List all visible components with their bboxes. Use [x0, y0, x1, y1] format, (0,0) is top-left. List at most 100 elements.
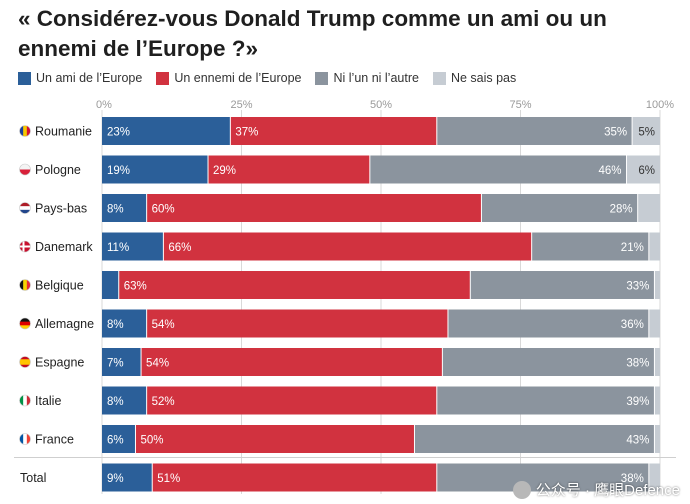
flag-netherlands-icon: [19, 202, 31, 214]
x-tick-label: 100%: [646, 99, 674, 111]
x-tick-label: 75%: [509, 99, 531, 111]
data-label: 7%: [107, 358, 124, 370]
chart-title: « Considérez-vous Donald Trump comme un …: [18, 6, 607, 61]
data-label: 21%: [621, 242, 644, 254]
category-label: Espagne: [35, 356, 84, 370]
bar-segment: [102, 348, 142, 376]
flag-italy-icon: [19, 394, 31, 407]
bar-segment: [447, 309, 649, 338]
bar-segment: [102, 155, 209, 184]
bar-segment: [102, 232, 164, 261]
bar-segment: [230, 117, 437, 145]
bar-segment: [436, 386, 655, 415]
legend-swatch: [156, 71, 170, 85]
bar-segment: [648, 309, 660, 338]
data-label: 37%: [235, 127, 258, 139]
category-label: Allemagne: [35, 317, 94, 331]
bar-segment: [118, 271, 471, 299]
category-label: Pologne: [35, 163, 81, 177]
bar-segment: [626, 155, 660, 184]
x-tick-label: 25%: [230, 99, 252, 111]
bar-segment: [102, 425, 136, 453]
data-label: 66%: [168, 242, 191, 254]
data-label: 52%: [152, 396, 175, 408]
bar-segment: [135, 425, 415, 453]
data-label: 51%: [157, 473, 180, 485]
data-label: 23%: [107, 127, 130, 139]
x-tick-label: 0%: [96, 99, 112, 111]
x-tick-label: 50%: [370, 99, 392, 111]
legend-swatch: [18, 71, 31, 85]
data-label: 6%: [107, 435, 124, 447]
legend-label: Un ami de l’Europe: [36, 71, 143, 85]
data-label: 9%: [107, 473, 124, 485]
data-label: 63%: [124, 281, 147, 293]
legend-label: Un ennemi de l’Europe: [174, 71, 302, 85]
legend-label: Ni l’un ni l’autre: [333, 71, 419, 85]
data-label: 39%: [626, 396, 649, 408]
bar-segment: [146, 194, 482, 222]
bar-segment: [654, 348, 660, 376]
bar-segment: [414, 425, 655, 453]
bar-segment: [481, 194, 638, 222]
legend-item-ne-sais-pas: Ne sais pas: [432, 71, 516, 85]
bar-segment: [442, 348, 655, 376]
flag-poland-icon: [19, 163, 31, 176]
data-label: 60%: [152, 204, 175, 216]
bar-segment: [654, 425, 660, 453]
bar-segment: [102, 117, 231, 145]
data-label: 38%: [621, 473, 644, 485]
category-label: Pays-bas: [35, 202, 87, 216]
data-label: 33%: [626, 281, 649, 293]
bar-segment: [648, 463, 660, 492]
bar-segment: [146, 309, 448, 338]
legend-item-un-ennemi-de-l-europe: Un ennemi de l’Europe: [156, 71, 301, 85]
flag-belgium-icon: [19, 279, 31, 291]
data-label: 54%: [152, 319, 175, 331]
data-label: 46%: [598, 165, 621, 177]
bar-segment: [654, 386, 660, 415]
data-label: 28%: [610, 204, 633, 216]
flag-romania-icon: [19, 125, 31, 137]
bar-segment: [146, 386, 437, 415]
flag-denmark-icon: [19, 240, 31, 253]
data-label: 6%: [638, 165, 655, 177]
data-label: 50%: [140, 435, 163, 447]
data-label: 5%: [638, 127, 655, 139]
legend-swatch: [432, 71, 446, 85]
legend-item-ni-l-un-ni-l-autre: Ni l’un ni l’autre: [315, 71, 419, 85]
legend-item-un-ami-de-l-europe: Un ami de l’Europe: [18, 71, 142, 85]
wechat-icon: [512, 480, 531, 499]
bar-segment: [648, 232, 660, 261]
data-label: 35%: [604, 127, 627, 139]
bar-segment: [152, 463, 437, 492]
data-label: 38%: [626, 358, 649, 370]
data-label: 8%: [107, 204, 124, 216]
category-label: France: [35, 433, 74, 447]
category-label: Italie: [35, 394, 61, 408]
bar-segment: [102, 386, 147, 415]
bar-segment: [637, 194, 660, 222]
flag-france-icon: [19, 433, 31, 445]
bar-segment: [102, 271, 119, 299]
category-label: Danemark: [35, 240, 93, 254]
data-label: 19%: [107, 165, 130, 177]
data-label: 43%: [626, 435, 649, 447]
data-label: 8%: [107, 396, 124, 408]
bar-segment: [102, 309, 147, 338]
bar-segment: [102, 194, 147, 222]
category-label: Roumanie: [35, 125, 92, 139]
data-label: 11%: [107, 242, 129, 254]
data-label: 29%: [213, 165, 236, 177]
data-label: 54%: [146, 358, 169, 370]
legend-swatch: [315, 71, 329, 85]
category-label: Total: [20, 471, 46, 485]
category-label: Belgique: [35, 279, 84, 293]
bar-segment: [436, 117, 633, 145]
bar-segment: [141, 348, 443, 376]
bar-segment: [654, 271, 660, 299]
watermark: 公众号 · 鹰眼Defence: [512, 479, 680, 500]
bar-segment: [369, 155, 627, 184]
data-label: 8%: [107, 319, 124, 331]
